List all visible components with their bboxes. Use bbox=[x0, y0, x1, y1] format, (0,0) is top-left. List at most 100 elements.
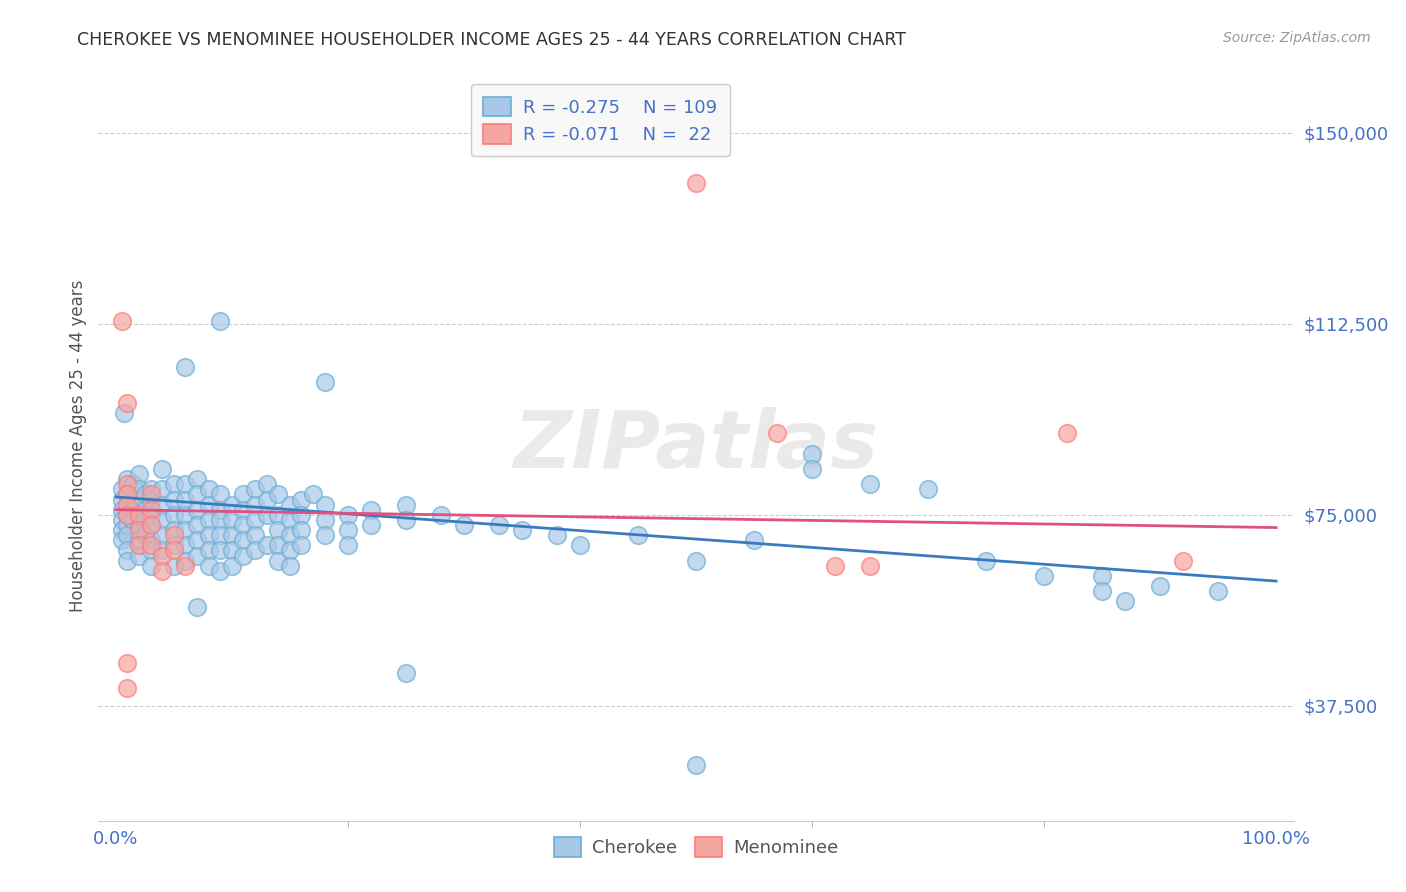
Point bbox=[221, 558, 243, 573]
Point bbox=[128, 483, 150, 497]
Point bbox=[1206, 584, 1229, 599]
Point bbox=[150, 564, 173, 578]
Point bbox=[197, 528, 219, 542]
Point bbox=[174, 477, 197, 491]
Point bbox=[243, 543, 266, 558]
Point bbox=[139, 483, 162, 497]
Point bbox=[186, 518, 208, 533]
Point bbox=[267, 523, 290, 537]
Point bbox=[150, 543, 173, 558]
Point bbox=[186, 533, 208, 548]
Point bbox=[139, 558, 162, 573]
Point bbox=[278, 558, 301, 573]
Point bbox=[568, 538, 591, 552]
Point bbox=[186, 502, 208, 516]
Point bbox=[163, 492, 186, 507]
Point bbox=[111, 502, 134, 516]
Point bbox=[117, 554, 139, 568]
Point bbox=[256, 492, 278, 507]
Point bbox=[256, 538, 278, 552]
Point bbox=[267, 538, 290, 552]
Point bbox=[163, 538, 186, 552]
Point bbox=[150, 549, 173, 563]
Point bbox=[314, 376, 336, 390]
Point bbox=[117, 477, 139, 491]
Point bbox=[314, 498, 336, 512]
Point bbox=[128, 508, 150, 522]
Point bbox=[278, 513, 301, 527]
Point bbox=[1056, 426, 1078, 441]
Point bbox=[139, 543, 162, 558]
Point bbox=[453, 518, 475, 533]
Point bbox=[336, 508, 359, 522]
Point bbox=[197, 558, 219, 573]
Point bbox=[974, 554, 997, 568]
Point bbox=[314, 513, 336, 527]
Point bbox=[256, 477, 278, 491]
Point bbox=[336, 523, 359, 537]
Point bbox=[163, 543, 186, 558]
Point bbox=[139, 502, 162, 516]
Point bbox=[117, 395, 139, 409]
Point bbox=[111, 314, 134, 328]
Point bbox=[117, 472, 139, 486]
Point bbox=[801, 447, 824, 461]
Point bbox=[209, 513, 232, 527]
Point bbox=[627, 528, 650, 542]
Point bbox=[163, 528, 186, 542]
Point bbox=[197, 513, 219, 527]
Point bbox=[197, 483, 219, 497]
Point bbox=[1091, 584, 1114, 599]
Point bbox=[117, 518, 139, 533]
Point bbox=[243, 483, 266, 497]
Point bbox=[128, 492, 150, 507]
Point bbox=[221, 513, 243, 527]
Point bbox=[801, 462, 824, 476]
Point bbox=[139, 518, 162, 533]
Point bbox=[117, 656, 139, 670]
Point bbox=[139, 508, 162, 522]
Point bbox=[859, 477, 882, 491]
Point bbox=[685, 177, 707, 191]
Point bbox=[117, 528, 139, 542]
Point bbox=[290, 538, 312, 552]
Point bbox=[685, 757, 707, 772]
Point bbox=[128, 538, 150, 552]
Point bbox=[186, 599, 208, 614]
Point bbox=[139, 538, 162, 552]
Point bbox=[186, 549, 208, 563]
Point bbox=[128, 508, 150, 522]
Point bbox=[256, 508, 278, 522]
Point bbox=[134, 528, 156, 542]
Point bbox=[221, 528, 243, 542]
Point bbox=[122, 502, 145, 516]
Point bbox=[290, 508, 312, 522]
Point bbox=[510, 523, 533, 537]
Point bbox=[1173, 554, 1195, 568]
Point bbox=[134, 513, 156, 527]
Point bbox=[1091, 569, 1114, 583]
Point bbox=[232, 533, 254, 548]
Point bbox=[134, 502, 156, 516]
Text: CHEROKEE VS MENOMINEE HOUSEHOLDER INCOME AGES 25 - 44 YEARS CORRELATION CHART: CHEROKEE VS MENOMINEE HOUSEHOLDER INCOME… bbox=[77, 31, 907, 49]
Point bbox=[209, 564, 232, 578]
Point bbox=[139, 492, 162, 507]
Point bbox=[209, 487, 232, 501]
Point bbox=[163, 508, 186, 522]
Point bbox=[336, 538, 359, 552]
Point bbox=[824, 558, 846, 573]
Point bbox=[163, 477, 186, 491]
Point bbox=[209, 528, 232, 542]
Point bbox=[117, 487, 139, 501]
Point bbox=[174, 523, 197, 537]
Point bbox=[134, 487, 156, 501]
Point bbox=[209, 314, 232, 328]
Point bbox=[122, 513, 145, 527]
Point bbox=[139, 487, 162, 501]
Legend: Cherokee, Menominee: Cherokee, Menominee bbox=[547, 830, 845, 864]
Point bbox=[209, 502, 232, 516]
Text: ZIPatlas: ZIPatlas bbox=[513, 407, 879, 485]
Point bbox=[139, 533, 162, 548]
Point bbox=[174, 492, 197, 507]
Point bbox=[128, 467, 150, 481]
